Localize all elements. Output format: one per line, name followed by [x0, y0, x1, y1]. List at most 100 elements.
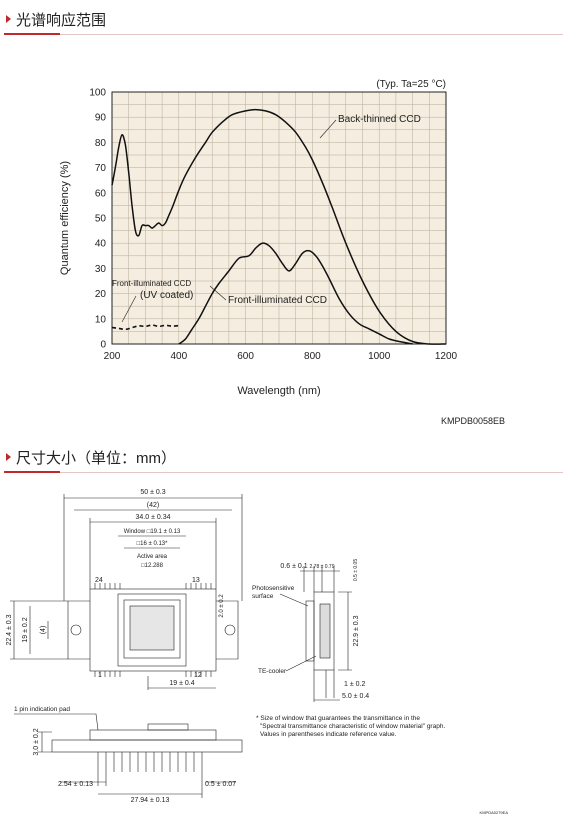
series-label-uv-coated-2: (UV coated)	[140, 290, 193, 301]
window	[123, 599, 181, 659]
series-front-illuminated-ccd	[178, 242, 413, 345]
drawing-code: KMPDA0279EA	[480, 810, 509, 815]
section-title: 尺寸大小（单位：mm）	[16, 450, 176, 467]
series-label-uv-coated-1: Front-illuminated CCD	[112, 279, 191, 288]
dim-label-4: (4)	[40, 626, 47, 635]
chart-condition-note: (Typ. Ta=25 °C)	[376, 79, 446, 90]
y-tick-label: 60	[95, 188, 107, 199]
bottom-window	[147, 723, 189, 731]
dim-label-2: 2.0 ± 0.2	[219, 594, 225, 618]
y-tick-label: 40	[95, 239, 107, 250]
dim-label-19b: 19 ± 0.4	[169, 680, 194, 687]
dim-30	[38, 731, 52, 753]
dim-34	[89, 518, 217, 589]
section-divider	[4, 472, 563, 473]
dim-label-2794: 27.94 ± 0.13	[131, 797, 170, 804]
plot-frame	[111, 91, 447, 345]
section-bullet-icon	[6, 453, 11, 461]
leader-uv-coated	[121, 295, 137, 323]
section-header-spectral: 光谱响应范围	[4, 8, 563, 35]
y-tick-labels: 0 10 20 30 40 50 60 70 80 90 100	[89, 88, 106, 351]
active-area-value: □12.288	[141, 563, 164, 569]
section-header-dimensions: 尺寸大小（单位：mm）	[4, 446, 563, 473]
pin-label-13: 13	[192, 577, 200, 584]
dim-label-16: □16 ± 0.13*	[137, 541, 169, 547]
active-area-label: Active area	[137, 554, 168, 560]
section-divider	[4, 34, 563, 35]
bottom-pins-row	[97, 752, 203, 772]
package-body	[89, 588, 217, 672]
series-front-illuminated-uv-coated	[111, 324, 179, 331]
section-divider-accent	[4, 33, 60, 35]
dim-label-19: 19 ± 0.2	[22, 617, 29, 642]
dim-label-34: 34.0 ± 0.34	[136, 514, 171, 521]
section-divider-accent	[4, 471, 60, 473]
y-tick-label: 30	[95, 264, 107, 275]
side-label-278: 2.78 ± 0.79	[310, 564, 335, 570]
series-back-thinned-ccd	[111, 108, 447, 345]
mount-hole-right	[224, 624, 236, 636]
x-tick-label: 400	[170, 351, 187, 362]
y-tick-label: 0	[100, 340, 106, 351]
section-title: 光谱响应范围	[16, 12, 107, 29]
dim-label-42: (42)	[147, 502, 159, 509]
dim-22	[10, 600, 68, 660]
chart-series: Back-thinned CCD Front-illuminated CCD Fro…	[111, 108, 447, 345]
side-dim-229	[338, 591, 352, 671]
dim-label-254: 2.54 ± 0.13	[58, 781, 93, 788]
x-axis-label: Wavelength (nm)	[237, 385, 320, 397]
pin-pad-label: 1 pin indication pad	[14, 706, 70, 713]
footnote-line-2: "Spectral transmittance characteristic o…	[260, 723, 445, 730]
bottom-top	[89, 729, 217, 741]
x-tick-label: 1000	[368, 351, 391, 362]
chart-grid	[111, 91, 447, 345]
y-tick-label: 10	[95, 314, 107, 325]
side-leaders	[279, 593, 317, 672]
quantum-efficiency-chart: 0 10 20 30 40 50 60 70 80 90 100 200 400 600 800 1000 1…	[59, 79, 505, 426]
dim-label-30: 3.0 ± 0.2	[33, 728, 40, 755]
x-tick-label: 1200	[435, 351, 458, 362]
side-label-5: 5.0 ± 0.4	[342, 693, 369, 700]
x-tick-labels: 200 400 600 800 1000 1200	[104, 351, 458, 362]
x-tick-label: 800	[304, 351, 321, 362]
side-dim-top	[300, 566, 340, 592]
footnote-line-1: * Size of window that guarantees the tra…	[256, 715, 420, 722]
pin-label-12: 12	[194, 672, 202, 679]
side-label-229: 22.9 ± 0.3	[353, 615, 360, 646]
side-chip	[319, 603, 331, 659]
y-tick-label: 70	[95, 163, 107, 174]
y-tick-label: 90	[95, 113, 107, 124]
active-area	[129, 605, 175, 651]
dim-2794	[98, 772, 203, 798]
side-label-05: 0.5 ± 0.05	[353, 559, 359, 581]
y-tick-label: 100	[89, 88, 106, 99]
y-tick-label: 80	[95, 138, 107, 149]
dim-label-05b: 0.5 ± 0.07	[205, 781, 236, 788]
series-label-back-thinned: Back-thinned CCD	[338, 114, 421, 125]
bottom-pins	[94, 671, 212, 677]
section-bullet-icon	[6, 15, 11, 23]
y-axis-label: Quantum efficiency (%)	[59, 161, 71, 275]
mounting-flanges	[67, 600, 239, 660]
mount-hole-left	[70, 624, 82, 636]
pin-label-1: 1	[98, 672, 102, 679]
side-dim-bottom	[313, 670, 340, 702]
x-tick-label: 200	[104, 351, 121, 362]
dimensional-outline-drawing: 50 ± 0.3 (42) 34.0 ± 0.34 Window □19.1 ±…	[6, 489, 509, 815]
leader-back-thinned	[319, 119, 337, 139]
y-tick-label: 20	[95, 289, 107, 300]
pin-label-24: 24	[95, 577, 103, 584]
figure-code: KMPDB0058EB	[441, 416, 505, 426]
dim-label-22: 22.4 ± 0.3	[6, 614, 13, 645]
side-label-1: 1 ± 0.2	[344, 681, 365, 688]
window-frame	[117, 593, 187, 667]
dim-50	[63, 494, 243, 601]
pin-pad-leader	[14, 713, 99, 731]
dim-19b	[147, 676, 216, 690]
bottom-base	[51, 739, 243, 753]
top-pins	[94, 583, 212, 589]
x-tick-label: 600	[237, 351, 254, 362]
photosensitive-label-2: surface	[252, 593, 274, 600]
dim-label-50: 50 ± 0.3	[140, 489, 165, 496]
series-label-front-illuminated: Front-illuminated CCD	[228, 295, 327, 306]
